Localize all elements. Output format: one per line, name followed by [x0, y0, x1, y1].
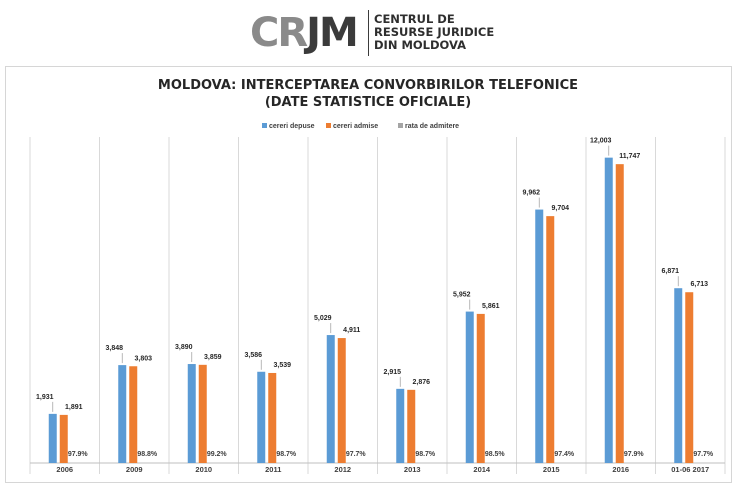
data-label-rata-de-admitere: 97.9%: [624, 451, 645, 458]
category-label: 2012: [334, 465, 351, 474]
data-label-cereri-depuse: 5,952: [453, 292, 471, 299]
data-label-cereri-admise: 2,876: [412, 379, 430, 386]
data-label-cereri-admise: 6,713: [690, 281, 708, 288]
logo-mark-cr: CR: [250, 10, 308, 56]
organization-name-line-3: DIN MOLDOVA: [374, 38, 467, 52]
organization-name-line-1: CENTRUL DE: [374, 12, 455, 26]
data-label-cereri-depuse: 6,871: [661, 268, 679, 275]
bar-cereri-admise: [615, 164, 624, 463]
legend-label-1: cereri depuse: [269, 123, 315, 130]
organization-name: CENTRUL DE RESURSE JURIDICE DIN MOLDOVA: [374, 13, 494, 52]
bar-cereri-admise: [476, 313, 485, 463]
bar-cereri-admise: [268, 372, 277, 463]
data-label-rata-de-admitere: 98.7%: [415, 451, 436, 458]
logo-mark: CRJM: [250, 6, 359, 60]
legend-label-2: cereri admise: [333, 123, 378, 130]
chart-title-line-2: (DATE STATISTICE OFICIALE): [265, 95, 471, 110]
data-label-cereri-admise: 3,803: [134, 355, 152, 362]
logo-divider: [368, 10, 369, 56]
crjm-logo: CRJM CENTRUL DE RESURSE JURIDICE DIN MOL…: [250, 6, 510, 60]
data-label-cereri-admise: 11,747: [619, 153, 640, 160]
category-label: 01-06 2017: [671, 465, 709, 474]
bar-cereri-admise: [198, 364, 207, 463]
data-label-cereri-depuse: 3,848: [105, 345, 123, 352]
data-label-rata-de-admitere: 98.5%: [485, 451, 506, 458]
data-label-cereri-depuse: 3,586: [244, 352, 262, 359]
data-label-cereri-depuse: 1,931: [36, 394, 54, 401]
category-label: 2009: [126, 465, 143, 474]
bar-cereri-depuse: [465, 311, 474, 463]
data-label-cereri-admise: 4,911: [343, 327, 360, 334]
data-label-rata-de-admitere: 99.2%: [207, 451, 228, 458]
data-label-cereri-admise: 3,539: [273, 362, 291, 369]
data-label-rata-de-admitere: 98.8%: [137, 451, 158, 458]
bar-cereri-admise: [685, 292, 694, 463]
data-label-cereri-admise: 5,861: [482, 303, 500, 310]
bar-cereri-depuse: [396, 388, 405, 463]
data-label-cereri-admise: 9,704: [551, 205, 569, 212]
bar-cereri-depuse: [674, 288, 683, 463]
bar-cereri-depuse: [187, 364, 196, 463]
bar-cereri-depuse: [118, 365, 127, 463]
bar-cereri-admise: [129, 366, 138, 463]
data-label-cereri-depuse: 2,915: [383, 369, 401, 376]
data-label-rata-de-admitere: 97.7%: [693, 451, 714, 458]
bar-cereri-depuse: [257, 371, 266, 463]
bar-cereri-admise: [546, 216, 555, 463]
legend-swatch-3: [398, 123, 403, 128]
bar-chart: MOLDOVA: INTERCEPTAREA CONVORBIRILOR TEL…: [29, 78, 726, 474]
data-label-cereri-depuse: 3,890: [175, 344, 193, 351]
bar-cereri-depuse: [535, 209, 544, 463]
legend-label-3: rata de admitere: [405, 123, 459, 130]
chart-panel: MOLDOVA: INTERCEPTAREA CONVORBIRILOR TEL…: [5, 66, 732, 483]
legend-swatch-2: [326, 123, 331, 128]
category-label: 2011: [265, 465, 281, 474]
bar-cereri-depuse: [48, 413, 57, 463]
category-label: 2014: [473, 465, 491, 474]
category-label: 2010: [195, 465, 212, 474]
data-label-rata-de-admitere: 97.7%: [346, 451, 367, 458]
bar-cereri-depuse: [326, 335, 335, 463]
data-label-cereri-depuse: 9,962: [522, 190, 540, 197]
chart-title-line-1: MOLDOVA: INTERCEPTAREA CONVORBIRILOR TEL…: [158, 78, 578, 93]
category-label: 2015: [543, 465, 560, 474]
organization-name-line-2: RESURSE JURIDICE: [374, 25, 495, 39]
data-label-cereri-depuse: 5,029: [314, 315, 332, 322]
category-label: 2013: [404, 465, 421, 474]
legend-swatch-1: [262, 123, 267, 128]
bar-cereri-admise: [407, 389, 416, 463]
bar-cereri-admise: [337, 338, 346, 463]
logo-mark-jm: JM: [306, 10, 359, 56]
bar-cereri-depuse: [604, 157, 613, 463]
data-label-rata-de-admitere: 97.9%: [68, 451, 89, 458]
data-label-cereri-admise: 1,891: [65, 404, 83, 411]
data-label-rata-de-admitere: 98.7%: [276, 451, 297, 458]
data-label-rata-de-admitere: 97.4%: [554, 451, 575, 458]
bar-cereri-admise: [59, 414, 68, 463]
data-label-cereri-depuse: 12,003: [590, 138, 612, 145]
category-label: 2006: [56, 465, 73, 474]
data-label-cereri-admise: 3,859: [204, 354, 222, 361]
category-label: 2016: [612, 465, 629, 474]
